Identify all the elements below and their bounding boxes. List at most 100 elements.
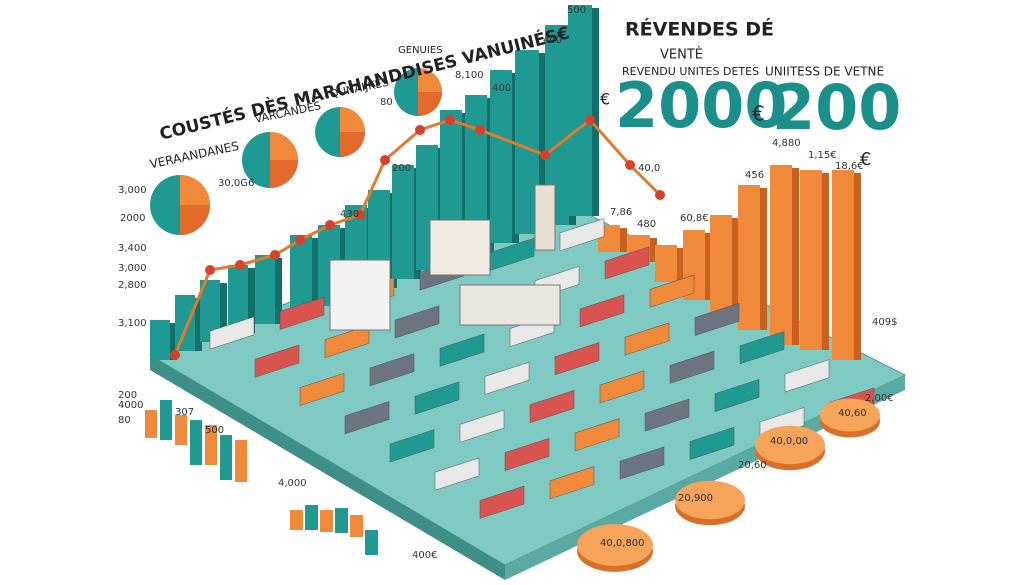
trend-point [205,265,215,275]
bar [200,280,220,342]
stall [434,457,480,491]
bar [175,295,195,351]
bar [150,320,170,360]
stall [279,296,325,330]
trend-points [170,115,665,360]
stall [624,322,670,356]
value-label: 60,8€ [680,213,709,224]
bar [190,420,202,465]
bar-side [539,53,546,234]
bar-side [620,228,627,252]
bar-side [822,173,829,350]
value-label: 456 [745,170,764,181]
bar-side [732,218,739,312]
stall [619,446,665,480]
value-label: 200 [118,390,137,401]
stall [714,379,760,412]
stall [254,344,300,378]
building [459,284,561,326]
value-label: 307 [175,407,194,418]
stall [324,325,370,358]
trend-point [380,155,390,165]
revenue-amount: 2000 [615,69,788,142]
bar [800,170,822,350]
revenue-caption: REVENDU UNITES DETES [622,65,759,78]
bar-side [760,188,767,330]
bar-side [677,248,684,282]
stall [669,350,715,384]
value-label: 20,60 [738,460,767,471]
value-label: 2000 [120,213,145,224]
bar-side [854,173,861,360]
stall [484,361,530,395]
trend-point [540,150,550,160]
disc [675,480,745,520]
value-label: 400 [492,83,511,94]
bar [305,505,318,530]
stall [644,398,690,432]
value-label: 3,000 [118,263,147,274]
stall [739,331,785,365]
value-label: 4,880 [772,138,801,149]
pie-slice [418,68,442,92]
value-label: 3,400 [118,243,147,254]
trend-point [585,115,595,125]
value-label: 430 [340,209,359,220]
value-label: 40,0,00 [770,436,808,447]
pie-icons [150,68,442,235]
trend-point [295,235,305,245]
pie-slice [340,107,365,132]
trend-point [445,115,455,125]
bar-side [650,238,657,262]
disc [820,398,880,432]
bar [738,185,760,330]
pie-slice [340,132,365,157]
revenue-title: RÉVENDES DÉ [625,18,774,41]
value-label: 80 [118,415,131,426]
value-label: 40,0,800 [600,538,645,549]
bar [290,235,312,315]
revenue-subtitle: VENTÈ [660,47,703,63]
stall [694,302,740,336]
bar [205,425,217,465]
pie-slice [270,160,298,188]
value-label: 4000 [118,400,143,411]
value-label: 20,900 [678,493,713,504]
bar-side [220,283,227,342]
bar [710,215,732,312]
units-title: UNIITESS DE VETNE [765,65,884,79]
stall [574,418,620,452]
stall [649,274,695,308]
stall [459,409,505,443]
pie-slice [270,132,298,160]
value-label: 7,86 [610,207,632,218]
value-label: 3,000 [118,185,147,196]
trend-point [170,350,180,360]
stall [529,390,575,424]
trend-point [625,160,635,170]
bar [335,508,348,533]
value-label: 400€ [412,550,437,561]
value-label: 400 [543,35,562,46]
stall [554,342,600,376]
stall [479,485,525,519]
currency: € [600,90,610,109]
bar [235,440,247,482]
pie-slice [180,175,210,205]
bar [832,170,854,360]
stall [579,294,625,328]
bar [320,510,333,532]
bar-side [592,8,599,216]
building [329,259,391,331]
bar-side [312,238,319,315]
stall [439,333,485,367]
stall [559,218,605,252]
value-label: 30,0G6 [218,178,254,189]
bar-side [792,168,799,345]
disc [577,524,653,566]
bar [255,255,275,324]
bar [770,165,792,345]
stall [389,429,435,463]
bar-side [705,233,712,300]
